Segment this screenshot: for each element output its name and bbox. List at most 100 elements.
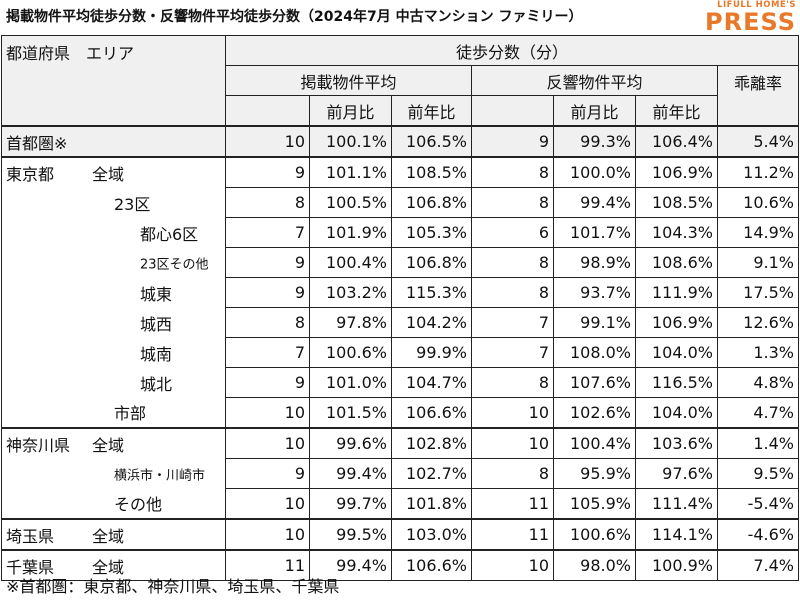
- cell-l: 10: [225, 125, 310, 158]
- row-prefecture: 東京都: [6, 164, 55, 184]
- cell-ly: 106.6%: [391, 397, 472, 429]
- cell-g: 1.4%: [717, 427, 799, 459]
- cell-g: 11.2%: [717, 156, 799, 188]
- row-area: 都心6区: [140, 224, 199, 244]
- row-area: 市部: [114, 404, 147, 424]
- row-prefecture: 埼玉県: [6, 526, 55, 546]
- header-listed-mom: 前月比: [309, 95, 392, 127]
- cell-r: 8: [471, 187, 554, 218]
- cell-ly: 108.5%: [391, 156, 472, 188]
- cell-g: 17.5%: [717, 277, 799, 308]
- row-area-cell: 横浜市・川崎市: [1, 458, 226, 489]
- row-area-cell: 神奈川県 全域: [1, 427, 226, 459]
- cell-ry: 108.6%: [635, 247, 718, 278]
- cell-lm: 99.4%: [309, 549, 392, 581]
- row-area: 横浜市・川崎市: [114, 468, 206, 483]
- cell-l: 8: [225, 187, 310, 218]
- cell-r: 8: [471, 277, 554, 308]
- cell-ry: 104.3%: [635, 217, 718, 248]
- row-prefecture: 首都圏※: [6, 133, 68, 153]
- walk-time-table: 都道府県 エリア 徒歩分数（分） 掲載物件平均 反響物件平均 乖離率 前月比 前…: [1, 35, 799, 581]
- cell-l: 7: [225, 337, 310, 368]
- cell-l: 7: [225, 217, 310, 248]
- cell-ly: 105.3%: [391, 217, 472, 248]
- cell-l: 10: [225, 518, 310, 551]
- logo-main-text: PRESS: [705, 8, 796, 36]
- cell-ly: 115.3%: [391, 277, 472, 308]
- cell-g: 14.9%: [717, 217, 799, 248]
- cell-ry: 114.1%: [635, 518, 718, 551]
- table-row: 東京都 全域 9 101.1% 108.5% 8 100.0% 106.9% 11.2%: [1, 156, 799, 188]
- row-area: その他: [114, 495, 163, 515]
- cell-g: 9.1%: [717, 247, 799, 278]
- cell-l: 9: [225, 156, 310, 188]
- cell-rm: 105.9%: [553, 488, 636, 520]
- cell-rm: 108.0%: [553, 337, 636, 368]
- cell-r: 7: [471, 307, 554, 338]
- header-gap-rate: 乖離率: [717, 65, 799, 127]
- cell-ry: 106.4%: [635, 125, 718, 158]
- header-response-yoy: 前年比: [635, 95, 718, 127]
- cell-ry: 106.9%: [635, 307, 718, 338]
- table-row: 首都圏※ 10 100.1% 106.5% 9 99.3% 106.4% 5.4%: [1, 125, 799, 158]
- row-area: 全域: [92, 526, 125, 546]
- row-area: 全域: [92, 435, 125, 455]
- cell-ry: 106.9%: [635, 156, 718, 188]
- row-area: 城西: [140, 314, 173, 334]
- cell-lm: 99.5%: [309, 518, 392, 551]
- cell-ly: 106.6%: [391, 549, 472, 581]
- table-row: 横浜市・川崎市 9 99.4% 102.7% 8 95.9% 97.6% 9.5%: [1, 458, 799, 489]
- row-area-cell: 城西: [1, 307, 226, 338]
- cell-lm: 100.6%: [309, 337, 392, 368]
- table-body: 首都圏※ 10 100.1% 106.5% 9 99.3% 106.4% 5.4% 東京都 全域 9…: [1, 125, 799, 581]
- row-area-cell: その他: [1, 488, 226, 520]
- header-area: 都道府県 エリア: [1, 35, 226, 127]
- cell-rm: 98.9%: [553, 247, 636, 278]
- cell-l: 10: [225, 397, 310, 429]
- cell-g: 4.8%: [717, 367, 799, 398]
- cell-ry: 111.4%: [635, 488, 718, 520]
- cell-ry: 97.6%: [635, 458, 718, 489]
- cell-lm: 101.0%: [309, 367, 392, 398]
- cell-ry: 104.0%: [635, 337, 718, 368]
- row-area: 23区その他: [140, 257, 209, 272]
- cell-r: 8: [471, 156, 554, 188]
- cell-r: 11: [471, 488, 554, 520]
- cell-rm: 93.7%: [553, 277, 636, 308]
- cell-rm: 99.1%: [553, 307, 636, 338]
- row-area: 城北: [140, 374, 173, 394]
- cell-ly: 102.7%: [391, 458, 472, 489]
- logo-sub-text: LIFULL HOME'S: [717, 0, 796, 10]
- header-walk-minutes: 徒歩分数（分）: [225, 35, 799, 66]
- cell-r: 10: [471, 549, 554, 581]
- row-prefecture: 千葉県: [6, 557, 55, 577]
- cell-g: 9.5%: [717, 458, 799, 489]
- cell-rm: 100.6%: [553, 518, 636, 551]
- cell-ly: 99.9%: [391, 337, 472, 368]
- cell-lm: 99.7%: [309, 488, 392, 520]
- cell-lm: 100.5%: [309, 187, 392, 218]
- cell-lm: 99.4%: [309, 458, 392, 489]
- cell-r: 9: [471, 125, 554, 158]
- cell-rm: 102.6%: [553, 397, 636, 429]
- cell-r: 8: [471, 247, 554, 278]
- cell-lm: 99.6%: [309, 427, 392, 459]
- table-row: 城南 7 100.6% 99.9% 7 108.0% 104.0% 1.3%: [1, 337, 799, 368]
- cell-ly: 106.8%: [391, 247, 472, 278]
- cell-ly: 104.2%: [391, 307, 472, 338]
- table-row: 千葉県 全域 11 99.4% 106.6% 10 98.0% 100.9% 7.4%: [1, 549, 799, 581]
- row-area: 23区: [114, 194, 151, 214]
- row-area: 全域: [92, 164, 125, 184]
- cell-r: 11: [471, 518, 554, 551]
- cell-lm: 101.1%: [309, 156, 392, 188]
- table-row: 埼玉県 全域 10 99.5% 103.0% 11 100.6% 114.1% -4.6%: [1, 518, 799, 551]
- table-row: その他 10 99.7% 101.8% 11 105.9% 111.4% -5.4%: [1, 488, 799, 520]
- row-area: 全域: [92, 557, 125, 577]
- cell-l: 10: [225, 488, 310, 520]
- cell-g: 10.6%: [717, 187, 799, 218]
- cell-rm: 95.9%: [553, 458, 636, 489]
- cell-l: 9: [225, 458, 310, 489]
- row-area-cell: 首都圏※: [1, 125, 226, 158]
- header-blank: [471, 95, 554, 127]
- cell-g: -4.6%: [717, 518, 799, 551]
